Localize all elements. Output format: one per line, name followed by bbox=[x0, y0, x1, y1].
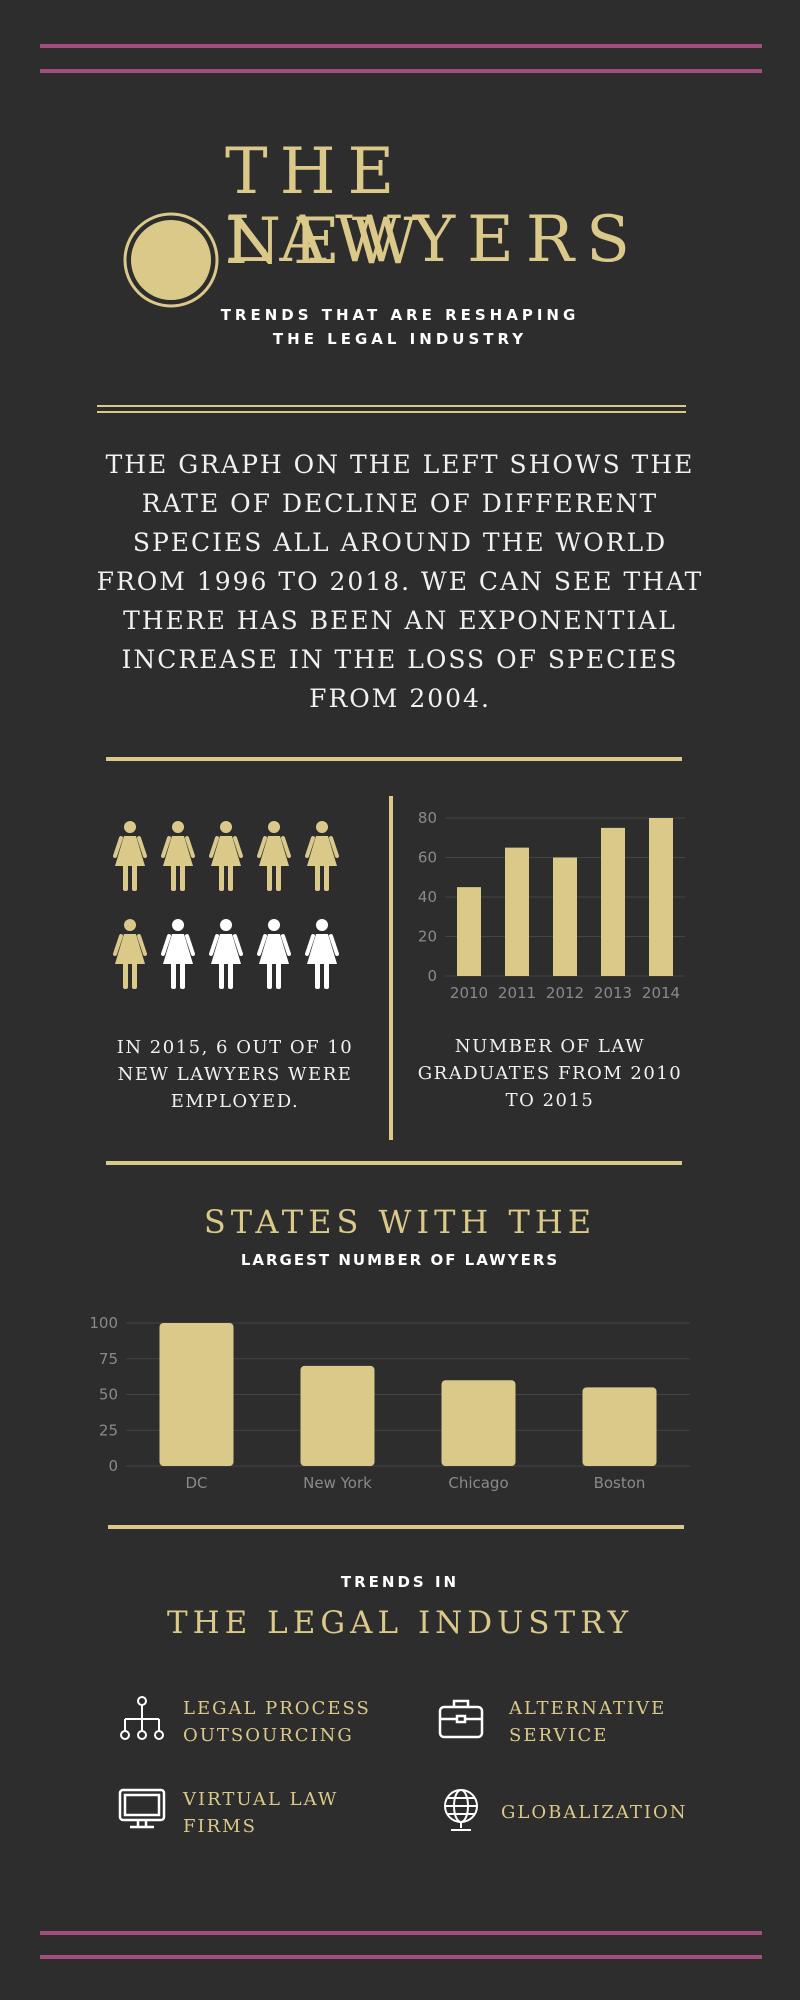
woman-icon bbox=[257, 919, 291, 989]
section-divider-2 bbox=[108, 1525, 684, 1529]
briefcase-icon bbox=[438, 1699, 484, 1739]
x-tick-label: DC bbox=[185, 1474, 207, 1492]
woman-icon bbox=[209, 919, 243, 989]
states-subtitle: LARGEST NUMBER OF LAWYERS bbox=[240, 1251, 560, 1269]
trends-kicker: TRENDS IN bbox=[340, 1573, 460, 1591]
bottom-divider-2 bbox=[40, 1955, 762, 1959]
bar bbox=[582, 1387, 657, 1466]
trend-label: Legal Process Outsourcing bbox=[183, 1698, 371, 1746]
page-title-line-1: THE NEW bbox=[225, 135, 430, 279]
page-subtitle-line-2: THE LEGAL INDUSTRY bbox=[272, 330, 528, 348]
trend-item-virtual-law-firms: Virtual Law Firms bbox=[118, 1786, 418, 1846]
header-divider-bottom bbox=[97, 411, 686, 413]
org-chart-icon bbox=[120, 1696, 164, 1740]
graduates-bar-chart: 0 20 40 60 80 2010 2011 2012 2013 2014 bbox=[418, 809, 685, 1002]
woman-icon bbox=[113, 919, 147, 989]
states-bar-chart: 0 25 50 75 100 DC New York Chicago Boston bbox=[89, 1314, 690, 1492]
y-tick-label: 0 bbox=[427, 967, 437, 985]
y-tick-label: 60 bbox=[418, 849, 437, 867]
bar bbox=[457, 887, 481, 976]
y-tick-label: 100 bbox=[89, 1314, 118, 1332]
bar bbox=[300, 1365, 375, 1466]
x-tick-label: 2013 bbox=[594, 984, 632, 1002]
y-tick-label: 20 bbox=[418, 928, 437, 946]
y-tick-label: 0 bbox=[108, 1457, 118, 1475]
x-tick-label: New York bbox=[303, 1474, 372, 1492]
globe-icon bbox=[444, 1789, 478, 1831]
intro-paragraph: The graph on the left shows the rate of … bbox=[96, 450, 704, 713]
trends-title: THE LEGAL INDUSTRY bbox=[166, 1605, 634, 1641]
vertical-divider bbox=[389, 796, 393, 1140]
x-tick-label: 2014 bbox=[642, 984, 680, 1002]
woman-icon bbox=[113, 821, 147, 891]
x-tick-label: Boston bbox=[594, 1474, 646, 1492]
top-divider-1 bbox=[40, 44, 762, 48]
y-tick-label: 75 bbox=[99, 1350, 118, 1368]
employment-caption: In 2015, 6 out of 10 new lawyers were em… bbox=[116, 1037, 354, 1112]
bar bbox=[441, 1380, 516, 1466]
bar bbox=[159, 1323, 234, 1466]
section-divider-1 bbox=[106, 1161, 682, 1165]
trend-item-alternative-service: Alternative Service bbox=[437, 1695, 717, 1755]
graduates-caption: Number of law graduates from 2010 to 201… bbox=[417, 1036, 683, 1111]
trend-item-legal-process-outsourcing: Legal Process Outsourcing bbox=[118, 1695, 418, 1755]
woman-icon bbox=[257, 821, 291, 891]
woman-icon bbox=[305, 919, 339, 989]
y-tick-label: 25 bbox=[99, 1421, 118, 1439]
header-divider-top bbox=[97, 405, 686, 407]
intro-divider bbox=[106, 757, 682, 761]
x-tick-label: 2012 bbox=[546, 984, 584, 1002]
bar bbox=[649, 818, 673, 976]
states-title: STATES WITH THE bbox=[203, 1203, 597, 1241]
trend-label: Virtual Law Firms bbox=[183, 1789, 339, 1837]
bottom-divider-1 bbox=[40, 1931, 762, 1935]
woman-icon bbox=[161, 919, 195, 989]
trend-item-globalization: Globalization bbox=[437, 1786, 717, 1846]
y-tick-label: 80 bbox=[418, 809, 437, 827]
x-tick-label: 2010 bbox=[450, 984, 488, 1002]
y-tick-label: 50 bbox=[99, 1386, 118, 1404]
page-subtitle-line-1: TRENDS THAT ARE RESHAPING bbox=[220, 306, 580, 324]
sun-circle-icon bbox=[123, 212, 219, 308]
x-tick-label: Chicago bbox=[448, 1474, 508, 1492]
trend-label: Alternative Service bbox=[509, 1698, 667, 1746]
woman-icon bbox=[305, 821, 339, 891]
employment-pictogram bbox=[113, 820, 363, 1000]
woman-icon bbox=[209, 821, 243, 891]
bar bbox=[601, 827, 625, 976]
trend-label: Globalization bbox=[501, 1802, 688, 1823]
monitor-icon bbox=[118, 1788, 166, 1829]
y-tick-label: 40 bbox=[418, 888, 437, 906]
page-title-line-2: LAWYERS bbox=[225, 203, 642, 277]
x-tick-label: 2011 bbox=[498, 984, 536, 1002]
bar bbox=[505, 847, 529, 976]
top-divider-2 bbox=[40, 69, 762, 73]
woman-icon bbox=[161, 821, 195, 891]
bar bbox=[553, 857, 577, 976]
